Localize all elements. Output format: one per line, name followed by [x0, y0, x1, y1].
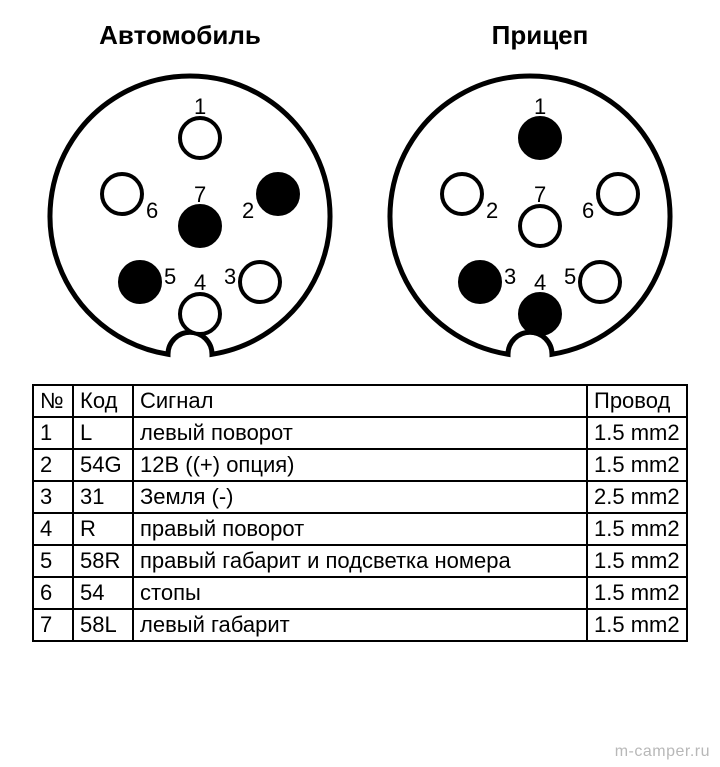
- cell-wire: 1.5 mm2: [587, 449, 687, 481]
- pin-label-7: 7: [534, 182, 546, 208]
- cell-signal: стопы: [133, 577, 587, 609]
- cell-signal: 12В ((+) опция): [133, 449, 587, 481]
- cell-code: 54G: [73, 449, 133, 481]
- connector-car: 1 2 345 6 7: [40, 66, 340, 366]
- page: Автомобиль Прицеп 1234567 1234567 № Код …: [0, 0, 720, 767]
- table-row: 1Lлевый поворот1.5 mm2: [33, 417, 687, 449]
- cell-signal: левый поворот: [133, 417, 587, 449]
- table-body: 1Lлевый поворот1.5 mm2254G12В ((+) опция…: [33, 417, 687, 641]
- cell-wire: 1.5 mm2: [587, 417, 687, 449]
- title-trailer: Прицеп: [360, 20, 720, 51]
- cell-wire: 1.5 mm2: [587, 513, 687, 545]
- cell-wire: 1.5 mm2: [587, 577, 687, 609]
- pinout-table: № Код Сигнал Провод 1Lлевый поворот1.5 m…: [32, 384, 688, 642]
- cell-num: 1: [33, 417, 73, 449]
- title-car: Автомобиль: [0, 20, 360, 51]
- cell-num: 6: [33, 577, 73, 609]
- table-row: 558Rправый габарит и подсветка номера1.5…: [33, 545, 687, 577]
- pin-label-4: 4: [194, 270, 206, 296]
- pin-4: [180, 294, 220, 334]
- table-row: 254G12В ((+) опция)1.5 mm2: [33, 449, 687, 481]
- pin-label-1: 1: [194, 94, 206, 120]
- connector-trailer: 1 2 345 6 7: [380, 66, 680, 366]
- cell-code: L: [73, 417, 133, 449]
- pin-label-1: 1: [534, 94, 546, 120]
- cell-signal: правый габарит и подсветка номера: [133, 545, 587, 577]
- cell-signal: Земля (-): [133, 481, 587, 513]
- cell-code: R: [73, 513, 133, 545]
- th-wire: Провод: [587, 385, 687, 417]
- pin-label-7: 7: [194, 182, 206, 208]
- diagrams-row: 1234567 1234567: [0, 51, 720, 376]
- pin-label-3: 3: [504, 264, 516, 290]
- pin-4: [520, 294, 560, 334]
- table-row: 4Rправый поворот1.5 mm2: [33, 513, 687, 545]
- th-signal: Сигнал: [133, 385, 587, 417]
- cell-num: 2: [33, 449, 73, 481]
- cell-num: 4: [33, 513, 73, 545]
- cell-num: 3: [33, 481, 73, 513]
- pin-3: [240, 262, 280, 302]
- table-row: 758Lлевый габарит1.5 mm2: [33, 609, 687, 641]
- pin-2: [258, 174, 298, 214]
- cell-num: 5: [33, 545, 73, 577]
- cell-code: 54: [73, 577, 133, 609]
- pin-7: [520, 206, 560, 246]
- pin-6: [598, 174, 638, 214]
- pin-5: [580, 262, 620, 302]
- pin-1: [180, 118, 220, 158]
- pin-label-6: 6: [146, 198, 158, 224]
- watermark: m-camper.ru: [615, 743, 710, 761]
- pin-5: [120, 262, 160, 302]
- cell-wire: 2.5 mm2: [587, 481, 687, 513]
- cell-signal: правый поворот: [133, 513, 587, 545]
- th-num: №: [33, 385, 73, 417]
- table-row: 654стопы1.5 mm2: [33, 577, 687, 609]
- pin-6: [102, 174, 142, 214]
- pin-label-5: 5: [164, 264, 176, 290]
- th-code: Код: [73, 385, 133, 417]
- pin-label-2: 2: [242, 198, 254, 224]
- cell-signal: левый габарит: [133, 609, 587, 641]
- cell-wire: 1.5 mm2: [587, 609, 687, 641]
- cell-num: 7: [33, 609, 73, 641]
- cell-code: 58R: [73, 545, 133, 577]
- pin-label-4: 4: [534, 270, 546, 296]
- connector-svg: [40, 66, 340, 366]
- cell-code: 58L: [73, 609, 133, 641]
- pinout-table-wrap: № Код Сигнал Провод 1Lлевый поворот1.5 m…: [0, 376, 720, 642]
- cell-code: 31: [73, 481, 133, 513]
- pin-label-3: 3: [224, 264, 236, 290]
- table-row: 331Земля (-)2.5 mm2: [33, 481, 687, 513]
- pin-3: [460, 262, 500, 302]
- pin-1: [520, 118, 560, 158]
- titles-row: Автомобиль Прицеп: [0, 0, 720, 51]
- cell-wire: 1.5 mm2: [587, 545, 687, 577]
- pin-2: [442, 174, 482, 214]
- pin-7: [180, 206, 220, 246]
- pin-label-2: 2: [486, 198, 498, 224]
- pin-label-5: 5: [564, 264, 576, 290]
- pin-label-6: 6: [582, 198, 594, 224]
- connector-svg: [380, 66, 680, 366]
- table-header-row: № Код Сигнал Провод: [33, 385, 687, 417]
